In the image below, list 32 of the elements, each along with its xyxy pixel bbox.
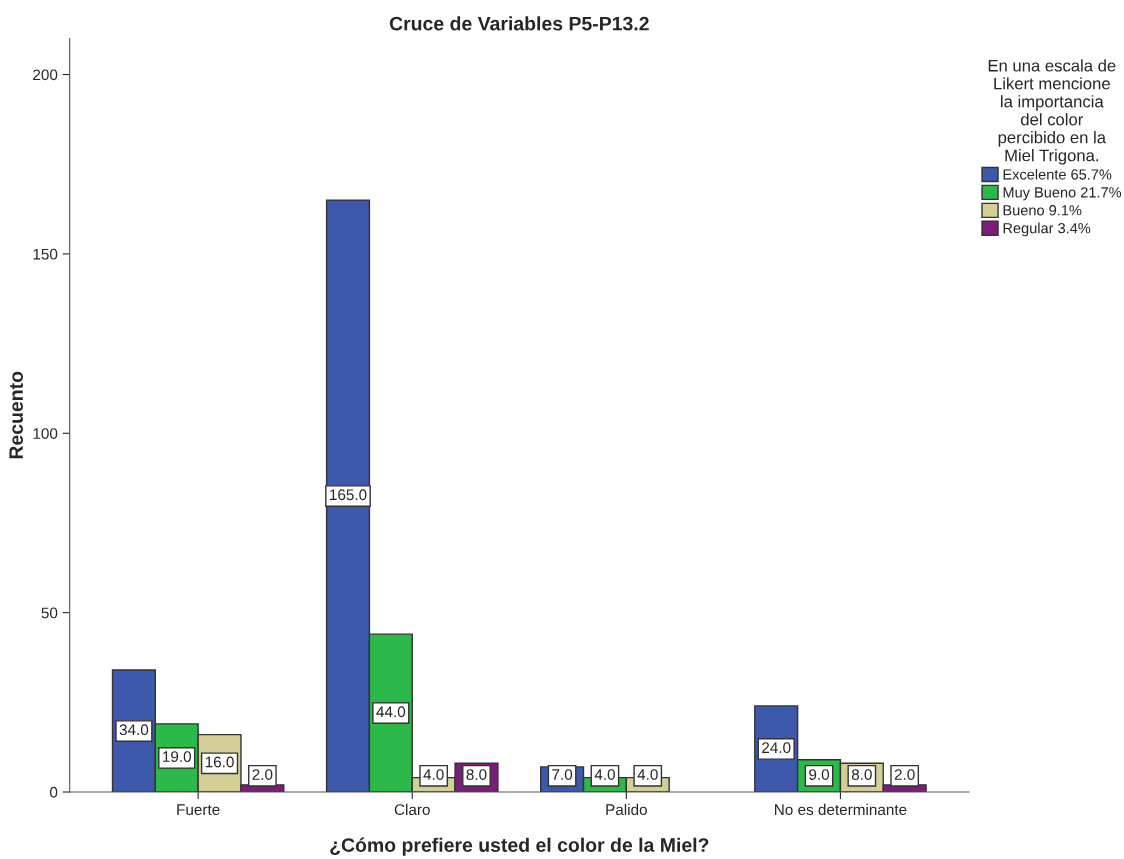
data-label: 8.0	[466, 769, 487, 780]
x-axis-title: ¿Cómo prefiere usted el color de la Miel?	[330, 837, 709, 856]
data-label: 9.0	[809, 769, 830, 780]
y-tick-label: 0	[49, 786, 58, 798]
legend-label: Muy Bueno 21.7%	[1003, 187, 1122, 201]
data-label: 2.0	[252, 769, 273, 780]
chart-title: Cruce de Variables P5-P13.2	[389, 16, 649, 31]
data-label: 4.0	[637, 769, 658, 780]
data-label: 44.0	[376, 706, 406, 718]
y-axis-title: Recuento	[9, 371, 23, 459]
legend-title: En una escala de Likert mencione la importancia del color percibido en la Miel Trigona.	[988, 59, 1116, 165]
data-label: 2.0	[894, 769, 915, 780]
data-label: 4.0	[423, 769, 444, 780]
y-tick-label: 150	[33, 248, 58, 260]
legend-label: Bueno 9.1%	[1003, 205, 1082, 216]
y-tick-label: 200	[33, 69, 58, 81]
legend-label: Regular 3.4%	[1003, 222, 1091, 237]
legend-label: Excelente 65.7%	[1003, 168, 1112, 180]
data-label: 34.0	[119, 724, 149, 736]
data-label: 16.0	[205, 756, 234, 768]
data-label: 4.0	[594, 769, 615, 780]
x-tick-label: No es determinante	[775, 803, 907, 816]
data-label: 165.0	[330, 489, 367, 501]
data-label: 24.0	[762, 742, 791, 754]
x-tick-label: Palido	[606, 803, 647, 816]
data-label: 19.0	[163, 751, 192, 763]
y-tick-label: 50	[41, 607, 58, 619]
data-label: 8.0	[851, 769, 872, 780]
x-tick-label: Fuerte	[177, 804, 220, 816]
y-tick-label: 100	[33, 428, 58, 439]
x-tick-label: Claro	[394, 803, 430, 816]
data-label: 7.0	[552, 769, 573, 780]
